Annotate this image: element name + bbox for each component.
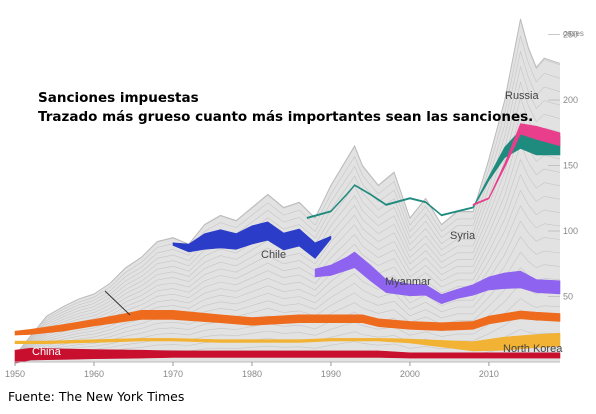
y-tick-label: 150 — [563, 161, 578, 171]
gray-country-line — [14, 298, 561, 362]
y-tick-label: 50 — [563, 292, 573, 302]
series-label-myanmar: Myanmar — [385, 276, 431, 288]
gray-country-line — [14, 251, 561, 361]
series-band-north-korea — [14, 332, 561, 352]
series-label-russia: Russia — [505, 90, 540, 102]
series-label-syria: Syria — [450, 230, 476, 242]
series-band-unlabeled-2 — [14, 310, 561, 336]
gray-country-line — [14, 35, 561, 356]
series-label-north-korea: North Korea — [503, 343, 563, 355]
x-tick-label: 2010 — [479, 369, 499, 379]
x-tick-label: 1990 — [321, 369, 341, 379]
gray-country-line — [14, 65, 561, 357]
x-tick-label: 2000 — [400, 369, 420, 379]
chart-heading: Sanciones impuestas Trazado más grueso c… — [38, 89, 533, 127]
x-tick-label: 1950 — [5, 369, 25, 379]
series-band-unlabeled-3 — [314, 251, 561, 305]
chart-title: Sanciones impuestas — [38, 90, 199, 106]
pointer-line — [104, 290, 131, 316]
total-outline — [14, 18, 561, 356]
y-tick-label: 200 — [563, 95, 578, 105]
y-axis-ticks: 50 100 150 200 250 — [548, 30, 578, 302]
x-tick-label: 1970 — [163, 369, 183, 379]
series-band-russia — [472, 123, 561, 206]
gray-country-line — [14, 143, 561, 359]
x-tick-label: 1960 — [84, 369, 104, 379]
gray-country-line — [14, 50, 561, 357]
series-label-china: China — [32, 346, 62, 358]
total-area — [15, 18, 560, 363]
y-unit-label: cases — [563, 29, 584, 38]
highlighted-series — [14, 123, 561, 364]
x-axis-ticks: 1950 1960 1970 1980 1990 2000 2010 — [5, 362, 499, 379]
x-tick-label: 1980 — [242, 369, 262, 379]
total-area-shape — [15, 18, 560, 363]
y-tick-label: 100 — [563, 226, 578, 236]
gray-country-line — [14, 236, 561, 360]
y-tick-label: 250 — [563, 30, 578, 40]
chart-subtitle: Trazado más grueso cuanto más importante… — [38, 109, 534, 125]
series-band-chile — [172, 221, 332, 259]
source-note: Fuente: The New York Times — [8, 389, 185, 404]
series-label-chile: Chile — [261, 249, 286, 261]
series-band-china — [14, 347, 561, 364]
gray-country-line — [14, 127, 561, 358]
gray-country-line — [14, 220, 561, 360]
